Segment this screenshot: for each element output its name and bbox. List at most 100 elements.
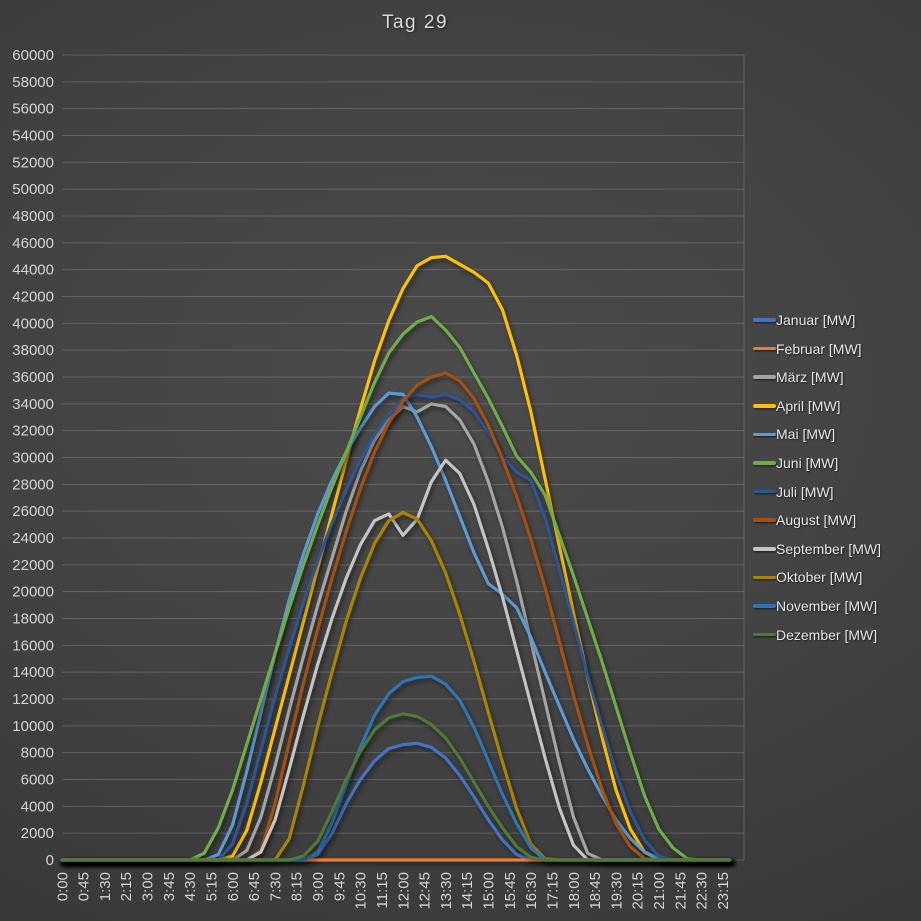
x-tick-label: 15:45 [502, 872, 519, 910]
x-tick-label: 12:45 [417, 872, 434, 910]
y-tick-label: 34000 [12, 396, 54, 413]
x-tick-label: 7:30 [267, 872, 284, 901]
legend-swatch [753, 632, 776, 637]
y-tick-label: 26000 [12, 503, 54, 520]
y-tick-label: 28000 [12, 476, 54, 493]
series-line-mai[interactable] [60, 391, 732, 862]
y-tick-label: 58000 [12, 74, 54, 91]
legend-swatch [753, 518, 776, 522]
legend-swatch [753, 604, 776, 608]
y-tick-label: 40000 [12, 315, 54, 332]
series-line-märz[interactable] [60, 402, 732, 862]
legend-item-august[interactable]: August [MW] [753, 510, 856, 530]
series-line-november[interactable] [60, 674, 732, 862]
legend-swatch [753, 404, 776, 408]
y-tick-label: 2000 [21, 825, 54, 842]
y-tick-label: 38000 [12, 342, 54, 359]
y-tick-label: 30000 [12, 450, 54, 467]
y-tick-label: 0 [46, 852, 54, 869]
series-line-juni[interactable] [60, 315, 732, 862]
legend-label: Oktober [MW] [776, 569, 863, 586]
series-line-september[interactable] [60, 458, 732, 862]
legend-swatch [753, 575, 776, 580]
x-tick-label: 2:15 [118, 872, 135, 901]
legend-item-dezember[interactable]: Dezember [MW] [753, 625, 877, 645]
x-tick-label: 8:15 [289, 872, 306, 901]
legend-swatch [753, 375, 776, 379]
y-tick-label: 42000 [12, 289, 54, 306]
x-tick-label: 23:15 [715, 872, 732, 910]
x-tick-label: 19:30 [608, 872, 625, 910]
legend-label: Januar [MW] [776, 312, 856, 328]
y-tick-label: 18000 [12, 611, 54, 628]
legend-swatch [753, 461, 776, 465]
legend-swatch [753, 489, 776, 494]
series-line-april[interactable] [60, 254, 732, 862]
legend-label: Mai [MW] [776, 426, 836, 443]
legend-label: Juli [MW] [776, 483, 834, 500]
y-tick-label: 50000 [12, 181, 54, 198]
y-tick-label: 10000 [12, 718, 54, 735]
series-line-dezember[interactable] [60, 712, 732, 862]
y-tick-label: 36000 [12, 369, 54, 386]
series-line-juli[interactable] [60, 392, 732, 862]
y-tick-label: 22000 [12, 557, 54, 574]
legend-item-februar[interactable]: Februar [MW] [753, 339, 862, 359]
x-tick-label: 20:15 [630, 872, 647, 910]
legend-label: Juni [MW] [776, 455, 839, 471]
legend-label: Dezember [MW] [776, 626, 878, 643]
y-tick-label: 32000 [12, 423, 54, 440]
y-tick-label: 54000 [12, 128, 54, 145]
x-tick-label: 21:45 [672, 872, 689, 910]
y-tick-label: 8000 [21, 745, 54, 762]
legend-item-märz[interactable]: März [MW] [753, 367, 844, 387]
legend-swatch [753, 318, 776, 322]
x-tick-label: 12:00 [395, 872, 412, 910]
y-tick-label: 20000 [12, 584, 54, 601]
legend-swatch [753, 432, 776, 437]
y-tick-label: 4000 [21, 798, 54, 815]
x-tick-label: 16:30 [523, 872, 540, 910]
series-line-august[interactable] [60, 371, 732, 862]
legend-item-november[interactable]: November [MW] [753, 596, 877, 616]
chart-title: Tag 29 [381, 12, 449, 33]
legend-label: Februar [MW] [776, 340, 862, 357]
legend-item-oktober[interactable]: Oktober [MW] [753, 567, 862, 587]
legend-label: April [MW] [776, 397, 841, 414]
x-tick-label: 17:15 [544, 872, 561, 910]
legend-item-juli[interactable]: Juli [MW] [753, 482, 834, 502]
y-tick-label: 12000 [12, 691, 54, 708]
x-tick-label: 21:00 [651, 872, 668, 910]
x-tick-label: 13:30 [438, 872, 455, 910]
y-tick-label: 14000 [12, 664, 54, 681]
x-tick-label: 11:15 [374, 872, 391, 908]
x-tick-label: 1:30 [97, 872, 114, 901]
x-tick-label: 15:00 [481, 872, 498, 910]
x-tick-label: 5:15 [203, 872, 220, 901]
legend-item-januar[interactable]: Januar [MW] [753, 310, 855, 330]
x-tick-label: 10:30 [353, 872, 370, 910]
x-tick-label: 3:45 [161, 872, 178, 901]
y-tick-label: 56000 [12, 101, 54, 118]
x-tick-label: 9:00 [310, 872, 327, 901]
legend-item-september[interactable]: September [MW] [753, 539, 881, 559]
legend-swatch [753, 346, 776, 351]
legend-swatch [753, 547, 776, 551]
legend-label: November [MW] [776, 598, 878, 614]
x-tick-label: 18:00 [566, 872, 583, 910]
legend-label: September [MW] [776, 540, 882, 557]
x-tick-label: 3:00 [140, 872, 157, 901]
x-tick-label: 0:45 [76, 872, 93, 901]
legend-item-mai[interactable]: Mai [MW] [753, 424, 835, 444]
y-tick-label: 24000 [12, 530, 54, 547]
x-tick-label: 18:45 [587, 872, 604, 910]
legend-item-april[interactable]: April [MW] [753, 396, 841, 416]
legend-label: August [MW] [776, 512, 857, 529]
legend-item-juni[interactable]: Juni [MW] [753, 453, 838, 473]
x-tick-label: 14:15 [459, 872, 476, 910]
x-tick-label: 0:00 [54, 872, 71, 901]
y-tick-label: 16000 [12, 637, 54, 654]
x-tick-label: 9:45 [331, 872, 348, 901]
series-line-januar[interactable] [60, 741, 732, 862]
